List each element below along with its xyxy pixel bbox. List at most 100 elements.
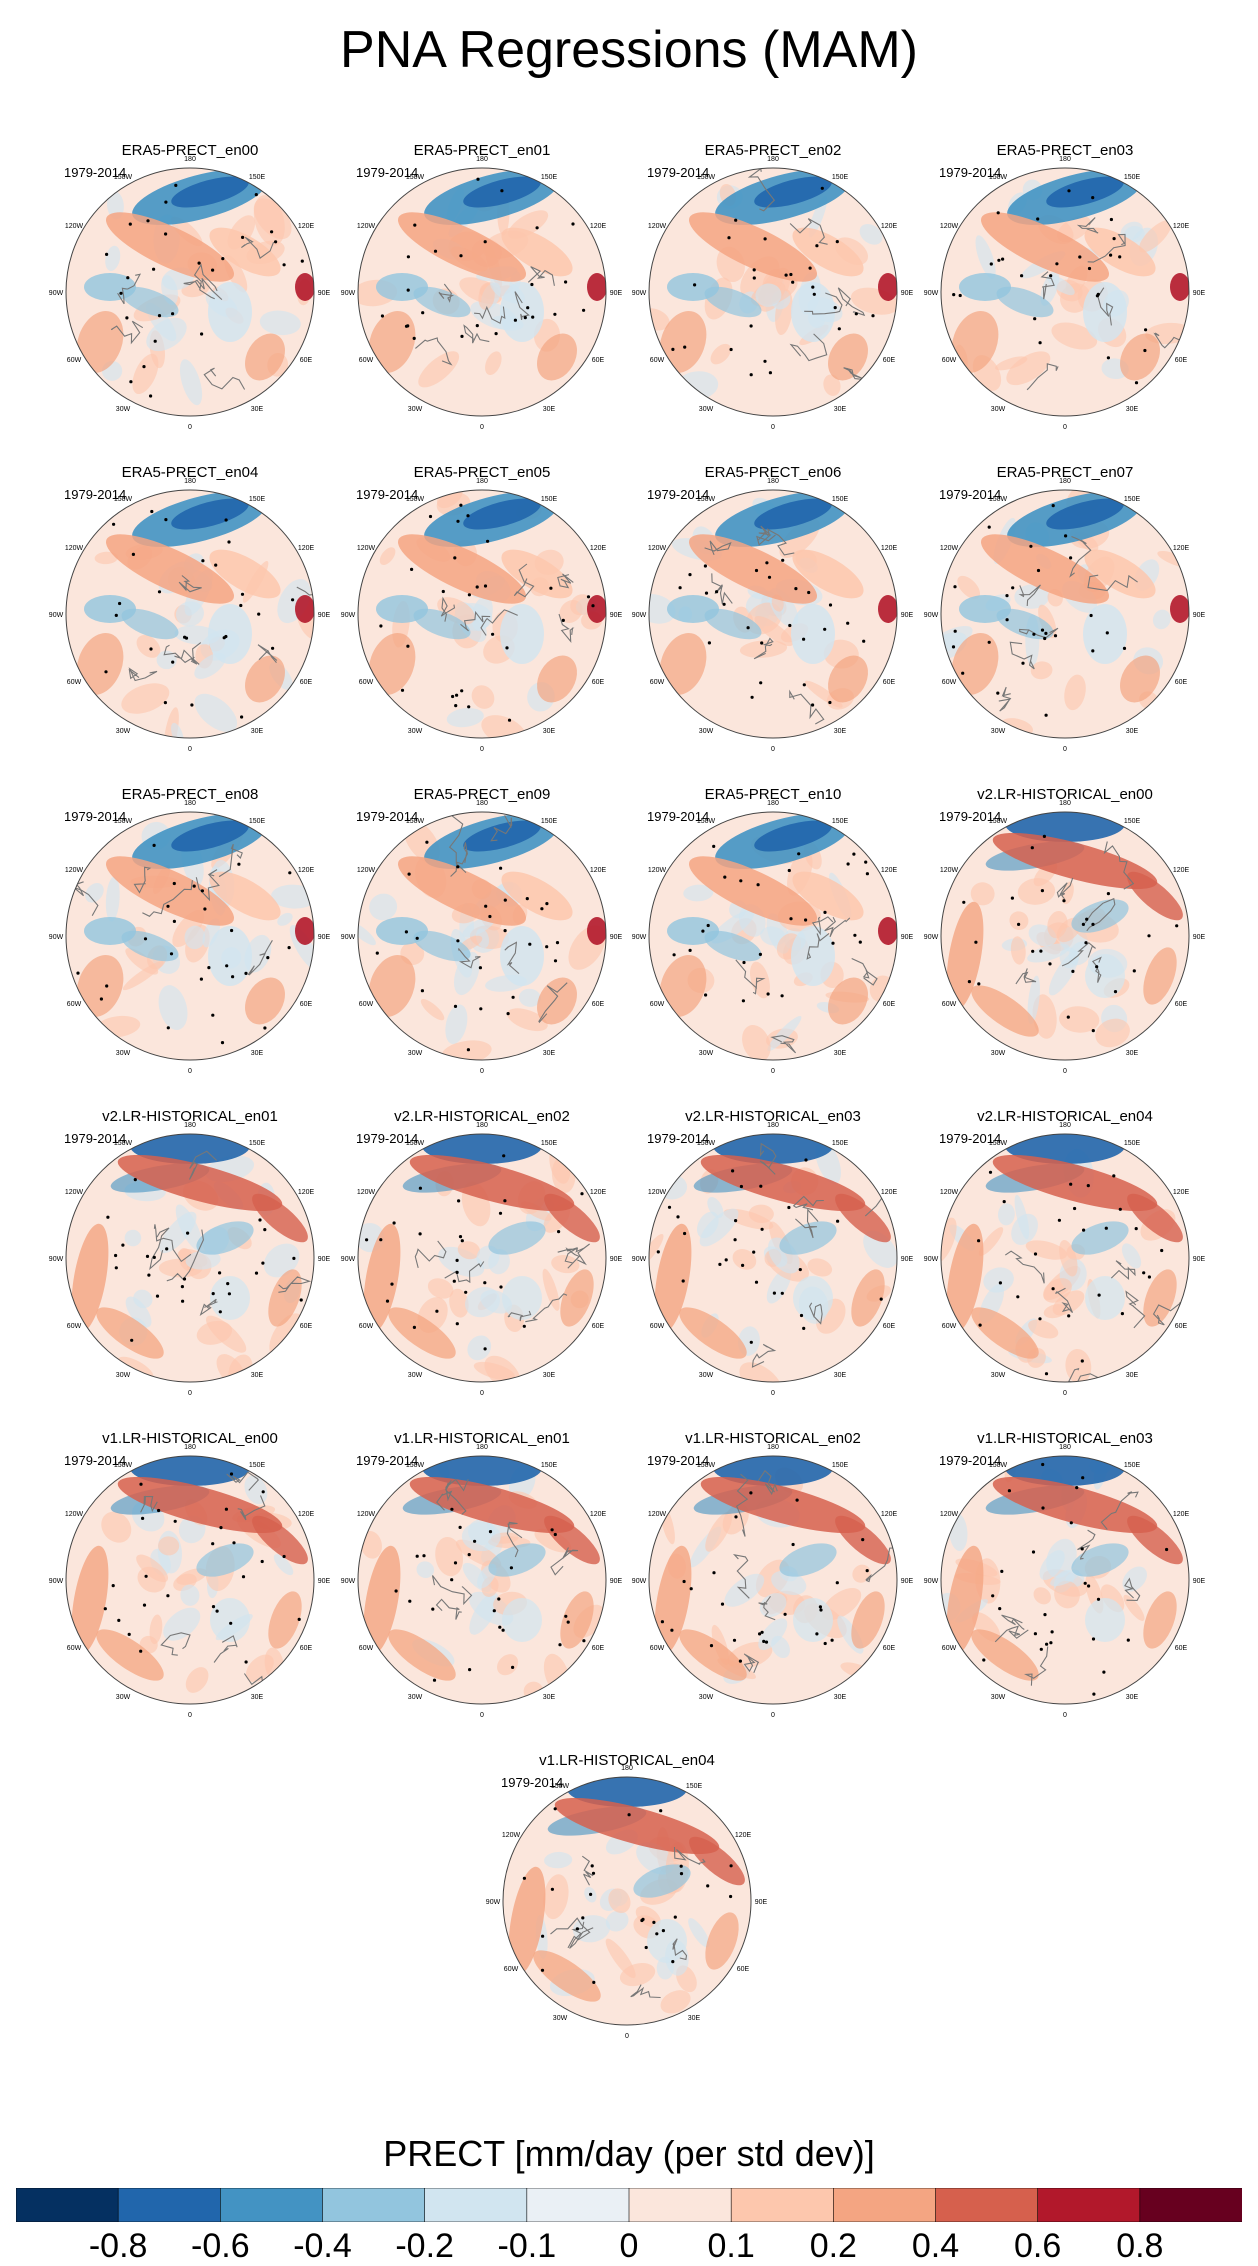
significance-dot [679,1864,683,1868]
anomaly-patch [133,1289,153,1309]
polar-map: 180 150E 120E 90E 60E 30E 0 30W 60W 90W 120W 150W [924,800,1206,1075]
significance-dot [767,575,772,579]
anomaly-patch [171,820,249,852]
significance-dot [1005,594,1009,598]
significance-dot [1091,1637,1096,1641]
significance-dot [661,1929,665,1933]
significance-dot [1096,1597,1101,1601]
significance-dot [865,872,869,876]
significance-dot [166,904,170,908]
significance-dot [467,1553,471,1557]
significance-dot [729,1864,733,1868]
panel-title: v1.LR-HISTORICAL_en03 [977,1430,1153,1447]
anomaly-patch [779,1221,837,1255]
significance-dot [998,1281,1002,1285]
anomaly-patch [76,955,124,1017]
significance-dot [996,691,1000,695]
significance-dot [128,222,132,226]
anomaly-patch [1009,911,1029,930]
anomaly-patch [146,317,187,352]
anomaly-patch [124,1229,142,1247]
significance-dot [297,1617,301,1621]
anomaly-patch [771,1635,790,1659]
significance-dot [1147,1275,1151,1279]
anomaly-patch [649,593,676,624]
significance-dot [1126,1638,1130,1642]
significance-dot [467,705,471,709]
anomaly-patch [705,1511,733,1552]
lon-label: 60E [592,1001,605,1008]
anomaly-patch [992,1476,1158,1534]
lon-label: 0 [625,2033,629,2040]
anomaly-patch [1071,899,1129,933]
lon-label: 150E [832,496,849,503]
significance-dot [688,573,692,577]
significance-dot [1118,1207,1122,1211]
significance-dot [300,259,304,263]
colorbar-tick-label: -0.2 [395,2227,454,2265]
lon-label: 0 [188,1068,192,1075]
significance-dot [266,956,270,960]
panel-title: v1.LR-HISTORICAL_en00 [102,1430,278,1447]
anomaly-patch [1028,1319,1059,1339]
lon-label: 120W [502,1832,521,1839]
significance-dot [688,948,692,952]
anomaly-patch [1039,1550,1065,1581]
anomaly-patch [518,988,541,1007]
significance-dot [541,1934,545,1938]
map-boundary [502,1776,752,2026]
anomaly-patch [467,1335,492,1361]
significance-dot [509,1566,513,1570]
significance-dot [503,929,507,933]
colorbar-tick-label: 0.8 [1116,2227,1164,2265]
coastline [440,563,575,644]
lon-label: 30W [991,728,1006,735]
significance-dot [749,373,753,377]
significance-dot [292,1256,296,1260]
lon-label: 150E [686,1783,703,1790]
significance-dot [799,1313,804,1318]
anomaly-patch [409,1154,575,1212]
significance-dot [491,632,495,636]
lon-label: 0 [1063,424,1067,431]
lon-label: 120W [65,545,84,552]
lon-label: 150W [406,174,425,181]
significance-dot [415,1554,419,1558]
significance-dot [501,1628,505,1632]
anomaly-patch [823,374,841,396]
lon-label: 30W [408,1372,423,1379]
anomaly-patch [1083,604,1127,664]
map-boundary [65,1455,315,1705]
significance-dot [478,966,482,970]
anomaly-patch [1143,1269,1177,1327]
lon-label: 90E [610,934,623,941]
lon-label: 150W [114,174,133,181]
lon-label: 30W [699,728,714,735]
colorbar-swatch [117,2188,222,2222]
anomaly-patch [508,1866,546,1976]
significance-dot [261,1261,265,1265]
significance-dot [852,852,856,856]
significance-dot [282,263,286,267]
anomaly-patch [587,595,606,623]
significance-dot [153,339,157,343]
significance-dot [1081,922,1085,926]
lon-label: 0 [480,1390,484,1397]
anomaly-patch [659,955,707,1017]
significance-dot [406,288,410,292]
significance-dot [394,1589,398,1593]
lon-label: 30E [543,1694,556,1701]
lon-label: 60W [67,679,82,686]
lon-label: 150E [1124,1462,1141,1469]
significance-dot [670,1628,674,1632]
anomaly-patch [1143,1591,1177,1649]
significance-dot [791,1542,795,1547]
significance-dot [659,1809,663,1813]
significance-dot [749,1340,753,1344]
anomaly-patch [1010,936,1026,965]
anomaly-patch [105,212,235,282]
anomaly-patch [71,1545,109,1655]
lon-label: 30E [251,1372,264,1379]
significance-dot [1142,1271,1146,1275]
polar-map: 180 150E 120E 90E 60E 30E 0 30W 60W 90W 120W 150W [924,156,1206,431]
